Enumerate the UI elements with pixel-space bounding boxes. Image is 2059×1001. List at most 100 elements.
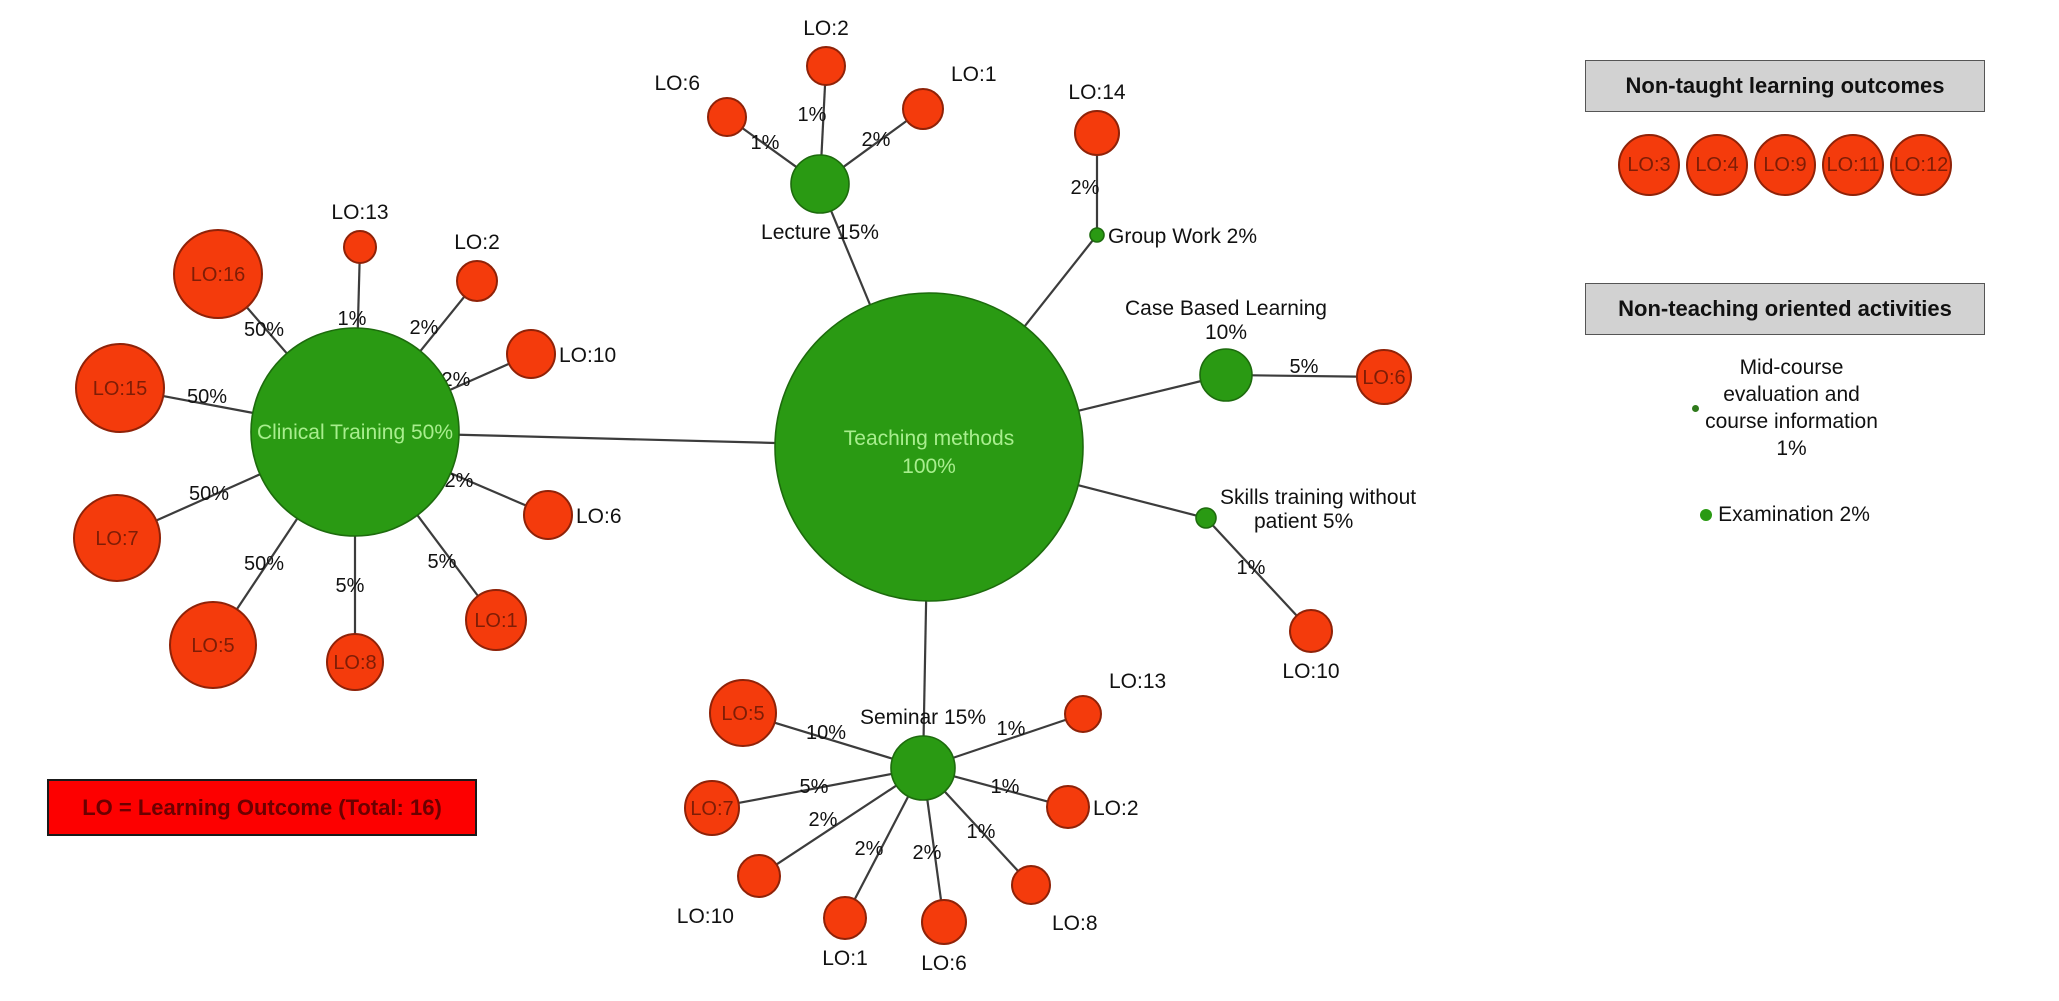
node-label-lecture: Lecture 15% xyxy=(761,221,879,244)
edge-percent-label: 1% xyxy=(751,132,780,154)
node-label-le_lo2: LO:2 xyxy=(803,17,849,40)
node-label-le_lo6: LO:6 xyxy=(654,72,700,95)
edge-teaching-to-casebased xyxy=(1078,380,1201,412)
node-cl_lo13[interactable] xyxy=(343,230,377,264)
node-label-cl_lo7: LO:7 xyxy=(95,528,138,550)
edge-percent-label: 1% xyxy=(1237,557,1266,579)
edge-lecture-to-le_lo6 xyxy=(741,127,798,168)
node-cl_lo16[interactable] xyxy=(173,229,263,319)
node-label-se_lo2: LO:2 xyxy=(1093,797,1139,820)
edge-clinical-to-cl_lo16 xyxy=(245,306,288,355)
node-cl_lo2[interactable] xyxy=(456,260,498,302)
edge-lecture-to-le_lo1 xyxy=(842,119,908,168)
edge-teaching-to-seminar xyxy=(922,600,928,737)
node-label-se_lo6: LO:6 xyxy=(921,952,967,975)
node-se_lo10[interactable] xyxy=(737,854,781,898)
edge-percent-label: 5% xyxy=(800,776,829,798)
node-label-se_lo10: LO:10 xyxy=(677,905,734,928)
node-label-casebased: 10% xyxy=(1205,321,1247,344)
non-taught-lo-bubble[interactable]: LO:3 xyxy=(1618,134,1680,196)
edge-clinical-to-cl_lo7 xyxy=(155,473,261,522)
edge-clinical-to-cl_lo15 xyxy=(163,395,253,414)
non-taught-lo-bubble[interactable]: LO:4 xyxy=(1686,134,1748,196)
edge-seminar-to-se_lo10 xyxy=(775,784,897,866)
node-se_lo5[interactable] xyxy=(709,679,777,747)
node-groupwork[interactable] xyxy=(1089,227,1105,243)
edge-percent-label: 50% xyxy=(244,319,284,341)
node-label-se_lo5: LO:5 xyxy=(721,703,764,725)
edge-clinical-to-cl_lo13 xyxy=(356,262,361,329)
node-label-sk_lo10: LO:10 xyxy=(1282,660,1339,683)
node-label-cl_lo10: LO:10 xyxy=(559,344,616,367)
edge-teaching-to-skills xyxy=(1077,484,1197,517)
node-teaching[interactable] xyxy=(774,292,1084,602)
node-casebased[interactable] xyxy=(1199,348,1253,402)
node-sk_lo10[interactable] xyxy=(1289,609,1333,653)
non-taught-lo-bubble[interactable]: LO:11 xyxy=(1822,134,1884,196)
node-cl_lo10[interactable] xyxy=(506,329,556,379)
node-se_lo1[interactable] xyxy=(823,896,867,940)
node-cl_lo6[interactable] xyxy=(523,490,573,540)
node-lecture[interactable] xyxy=(790,154,850,214)
node-label-teaching: 100% xyxy=(902,455,956,478)
edge-clinical-to-cl_lo2 xyxy=(419,295,466,352)
panel-non-taught-header: Non-taught learning outcomes xyxy=(1585,60,1985,112)
node-se_lo7[interactable] xyxy=(684,780,740,836)
node-label-cl_lo16: LO:16 xyxy=(191,264,245,286)
edge-percent-label: 2% xyxy=(855,838,884,860)
edge-percent-label: 10% xyxy=(806,722,846,744)
edge-seminar-to-se_lo8 xyxy=(943,790,1019,872)
node-se_lo13[interactable] xyxy=(1064,695,1102,733)
node-se_lo8[interactable] xyxy=(1011,865,1051,905)
node-cl_lo1[interactable] xyxy=(465,589,527,651)
edge-percent-label: 1% xyxy=(991,776,1020,798)
non-teaching-activity-item[interactable]: Examination 2% xyxy=(1585,503,1985,527)
node-seminar[interactable] xyxy=(890,735,956,801)
non-taught-lo-bubble[interactable]: LO:12 xyxy=(1890,134,1952,196)
node-cl_lo5[interactable] xyxy=(169,601,257,689)
edge-percent-label: 1% xyxy=(338,308,367,330)
node-cb_lo6[interactable] xyxy=(1356,349,1412,405)
edge-seminar-to-se_lo5 xyxy=(774,721,893,760)
node-cl_lo15[interactable] xyxy=(75,343,165,433)
edge-seminar-to-se_lo7 xyxy=(738,772,892,805)
node-le_lo6[interactable] xyxy=(707,97,747,137)
node-label-cb_lo6: LO:6 xyxy=(1362,367,1405,389)
non-taught-lo-bubble[interactable]: LO:9 xyxy=(1754,134,1816,196)
node-label-cl_lo2: LO:2 xyxy=(454,231,500,254)
node-le_lo2[interactable] xyxy=(806,46,846,86)
node-skills[interactable] xyxy=(1195,507,1217,529)
node-label-cl_lo15: LO:15 xyxy=(93,378,147,400)
node-gw_lo14[interactable] xyxy=(1074,110,1120,156)
edge-clinical-to-cl_lo1 xyxy=(416,514,479,597)
non-teaching-activity-label: Examination 2% xyxy=(1718,502,1870,526)
node-label-layer: Teaching methods 100% Clinical Training 50… xyxy=(93,17,1416,975)
node-label-casebased: Case Based Learning xyxy=(1125,297,1327,320)
node-clinical[interactable] xyxy=(250,327,460,537)
non-teaching-activity-item[interactable]: Mid-course evaluation and course informati… xyxy=(1585,355,1985,463)
edge-percent-label: 2% xyxy=(1071,177,1100,199)
node-cl_lo7[interactable] xyxy=(73,494,161,582)
node-label-cl_lo8: LO:8 xyxy=(333,652,376,674)
edge-percent-label: 2% xyxy=(862,129,891,151)
activity-node-dot-icon xyxy=(1700,508,1713,521)
node-label-clinical: Clinical Training 50% xyxy=(257,421,453,444)
non-taught-lo-list: LO:3 LO:4 LO:9 LO:11 LO:12 xyxy=(1585,134,1985,196)
node-label-se_lo13: LO:13 xyxy=(1109,670,1166,693)
edge-clinical-to-cl_lo5 xyxy=(235,517,299,610)
edge-teaching-to-lecture xyxy=(830,210,872,306)
node-le_lo1[interactable] xyxy=(902,88,944,130)
edge-percent-label: 5% xyxy=(428,551,457,573)
edge-teaching-to-groupwork xyxy=(1023,239,1094,327)
node-cl_lo8[interactable] xyxy=(326,633,384,691)
panel-non-teaching-header: Non-teaching oriented activities xyxy=(1585,283,1985,335)
node-se_lo2[interactable] xyxy=(1046,785,1090,829)
edge-seminar-to-se_lo6 xyxy=(926,799,943,901)
node-se_lo6[interactable] xyxy=(921,899,967,945)
node-label-skills: patient 5% xyxy=(1254,510,1353,533)
edge-layer xyxy=(155,84,1358,901)
edge-lecture-to-le_lo2 xyxy=(820,84,827,156)
non-teaching-activity-label: Mid-course evaluation and course informati… xyxy=(1705,356,1878,460)
lo-key-legend: LO = Learning Outcome (Total: 16) xyxy=(47,779,477,836)
edge-percent-label: 2% xyxy=(809,809,838,831)
